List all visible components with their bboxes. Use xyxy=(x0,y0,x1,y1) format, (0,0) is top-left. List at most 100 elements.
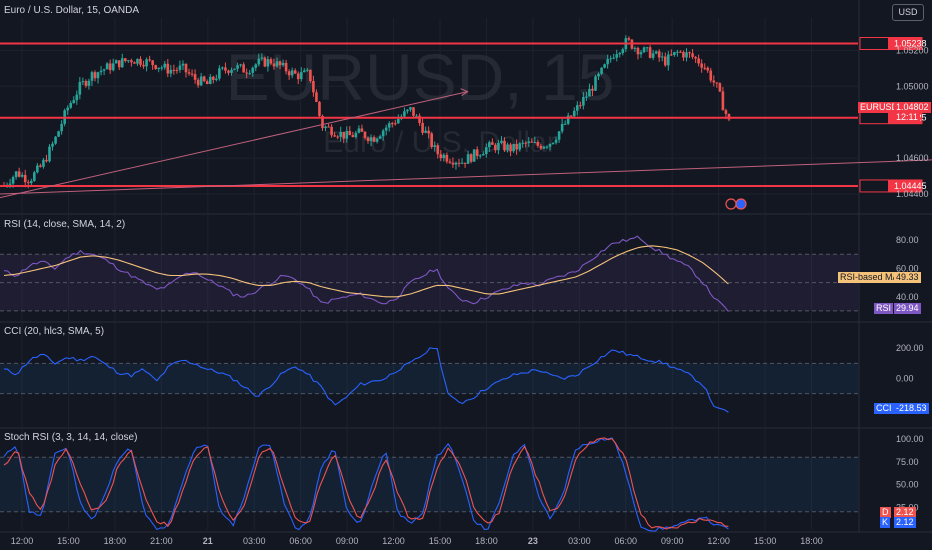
candle-body xyxy=(697,58,700,64)
indicator-tick-label: 40.00 xyxy=(896,292,919,302)
candle-body xyxy=(363,131,367,138)
candle-body xyxy=(521,142,524,144)
level-label-fill xyxy=(888,179,922,192)
candle-body xyxy=(187,72,191,74)
candle-body xyxy=(224,67,227,71)
candle-body xyxy=(579,105,582,107)
candle-body xyxy=(600,67,603,74)
candle-body xyxy=(99,70,103,73)
candle-body xyxy=(296,73,300,80)
stoch-k-label: K xyxy=(880,517,891,528)
candle-body xyxy=(51,143,54,147)
indicator-band-fill xyxy=(0,363,858,394)
candle-body xyxy=(387,123,391,128)
candle-body xyxy=(130,60,133,63)
candle-body xyxy=(30,180,33,184)
candle-body xyxy=(566,115,570,124)
candle-body xyxy=(715,82,719,84)
rsi-label: RSI xyxy=(874,303,894,314)
candle-body xyxy=(351,135,355,138)
cci-label: CCI xyxy=(874,403,894,414)
candle-body xyxy=(460,162,464,164)
candle-body xyxy=(299,72,303,80)
candle-body xyxy=(248,72,251,74)
candle-body xyxy=(102,69,106,71)
time-tick-label: 09:00 xyxy=(661,536,684,546)
candle-body xyxy=(369,137,373,142)
candle-body xyxy=(621,49,625,54)
candle-body xyxy=(554,139,558,143)
candle-body xyxy=(448,161,452,163)
candle-body xyxy=(594,76,597,91)
candle-body xyxy=(721,91,725,111)
candle-body xyxy=(236,65,239,69)
candle-body xyxy=(93,72,97,79)
time-tick-label: 21 xyxy=(203,536,213,546)
candle-body xyxy=(26,182,30,184)
candle-body xyxy=(287,71,291,76)
cci-value: -218.53 xyxy=(894,403,929,414)
candle-body xyxy=(218,68,221,79)
candle-body xyxy=(527,141,531,144)
candle-body xyxy=(603,64,606,68)
candle-body xyxy=(354,132,358,138)
candle-body xyxy=(45,159,48,162)
candle-body xyxy=(481,154,485,156)
candle-body xyxy=(606,59,609,65)
candle-body xyxy=(488,142,491,148)
rsi-title[interactable]: RSI (14, close, SMA, 14, 2) xyxy=(4,219,126,230)
symbol-title[interactable]: Euro / U.S. Dollar, 15, OANDA xyxy=(4,5,140,16)
candle-body xyxy=(651,53,655,58)
candle-body xyxy=(239,64,242,66)
candle-body xyxy=(306,69,309,71)
candle-body xyxy=(127,60,130,62)
candle-body xyxy=(145,59,148,67)
candle-body xyxy=(342,131,346,139)
candle-body xyxy=(242,64,245,73)
candle-body xyxy=(336,136,339,138)
time-tick-label: 12:00 xyxy=(11,536,34,546)
candle-body xyxy=(269,59,273,64)
candle-body xyxy=(560,124,564,132)
candle-body xyxy=(318,101,321,116)
candle-body xyxy=(636,47,640,55)
candle-body xyxy=(81,81,85,83)
indicator-tick-label: 100.00 xyxy=(896,434,924,444)
candle-body xyxy=(205,81,209,85)
candle-body xyxy=(230,69,233,73)
candle-body xyxy=(166,63,170,74)
time-axis[interactable]: 12:00 15:00 18:00 21:00 21 03:00 06:00 09:00 12:… xyxy=(11,536,823,546)
candle-body xyxy=(196,79,200,86)
candle-body xyxy=(670,54,673,56)
candle-body xyxy=(727,113,731,120)
candle-body xyxy=(551,142,555,144)
time-tick-label: 12:00 xyxy=(382,536,405,546)
dividend-event-icon xyxy=(735,198,747,210)
candle-body xyxy=(597,73,600,77)
stoch-k-value: 2.12 xyxy=(894,517,916,528)
time-tick-label: 06:00 xyxy=(615,536,638,546)
price-tick-label: 1.05200 xyxy=(896,45,929,55)
candle-body xyxy=(348,130,352,136)
chart-grid xyxy=(0,0,932,533)
price-axis[interactable]: 1.05200 1.05000 1.04600 1.04400 80.00 60.00 40… xyxy=(896,45,929,512)
candle-body xyxy=(673,52,676,55)
trend-line xyxy=(0,159,932,195)
currency-button[interactable]: USD xyxy=(892,4,924,21)
stoch-rsi-title[interactable]: Stoch RSI (3, 3, 14, 14, close) xyxy=(4,432,138,443)
candle-body xyxy=(491,142,494,145)
candle-body xyxy=(457,162,461,164)
candle-body xyxy=(618,53,622,55)
candle-body xyxy=(114,60,118,64)
level-label-fill xyxy=(888,37,922,50)
candle-body xyxy=(475,149,479,156)
candle-body xyxy=(415,115,418,117)
candle-body xyxy=(315,92,318,102)
candle-body xyxy=(533,141,537,143)
indicator-tick-label: 0.00 xyxy=(896,374,914,384)
candle-body xyxy=(157,67,160,69)
candle-body xyxy=(133,62,136,64)
candle-body xyxy=(190,73,194,75)
cci-title[interactable]: CCI (20, hlc3, SMA, 5) xyxy=(4,326,105,337)
